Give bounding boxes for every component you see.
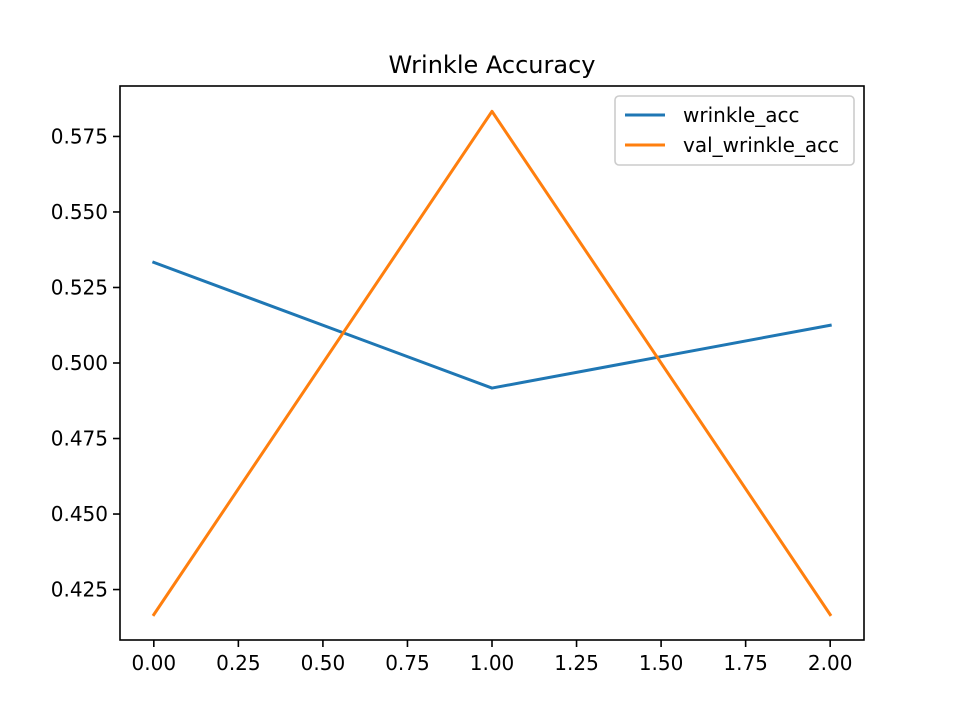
legend-box <box>614 95 855 166</box>
series-layer <box>151 109 833 617</box>
x-axis: 0.00 0.25 0.50 0.75 1.00 1.25 1.50 1.75 2.00 <box>132 640 853 675</box>
y-tick-label: 0.475 <box>51 427 108 451</box>
y-axis: 0.425 0.450 0.475 0.500 0.525 0.550 0.575 <box>51 124 120 602</box>
y-tick-label: 0.550 <box>51 200 108 224</box>
legend-label: wrinkle_acc <box>683 103 800 127</box>
x-tick-label: 2.00 <box>808 651 853 675</box>
chart-title: Wrinkle Accuracy <box>389 51 596 79</box>
series-line-val-wrinkle-acc <box>151 109 833 617</box>
x-tick-label: 1.50 <box>639 651 684 675</box>
y-tick-label: 0.575 <box>51 124 108 148</box>
x-tick-label: 1.75 <box>723 651 768 675</box>
legend-label: val_wrinkle_acc <box>683 133 839 157</box>
x-tick-label: 0.50 <box>301 651 346 675</box>
y-tick-label: 0.450 <box>51 502 108 526</box>
x-tick-label: 0.75 <box>385 651 430 675</box>
x-tick-label: 1.25 <box>554 651 599 675</box>
x-tick-label: 0.00 <box>132 651 177 675</box>
x-tick-label: 0.25 <box>216 651 261 675</box>
legend: wrinkle_acc val_wrinkle_acc <box>614 95 855 166</box>
y-tick-label: 0.500 <box>51 351 108 375</box>
y-tick-label: 0.425 <box>51 578 108 602</box>
y-tick-label: 0.525 <box>51 275 108 299</box>
series-line-wrinkle-acc <box>151 260 832 390</box>
x-tick-label: 1.00 <box>470 651 515 675</box>
